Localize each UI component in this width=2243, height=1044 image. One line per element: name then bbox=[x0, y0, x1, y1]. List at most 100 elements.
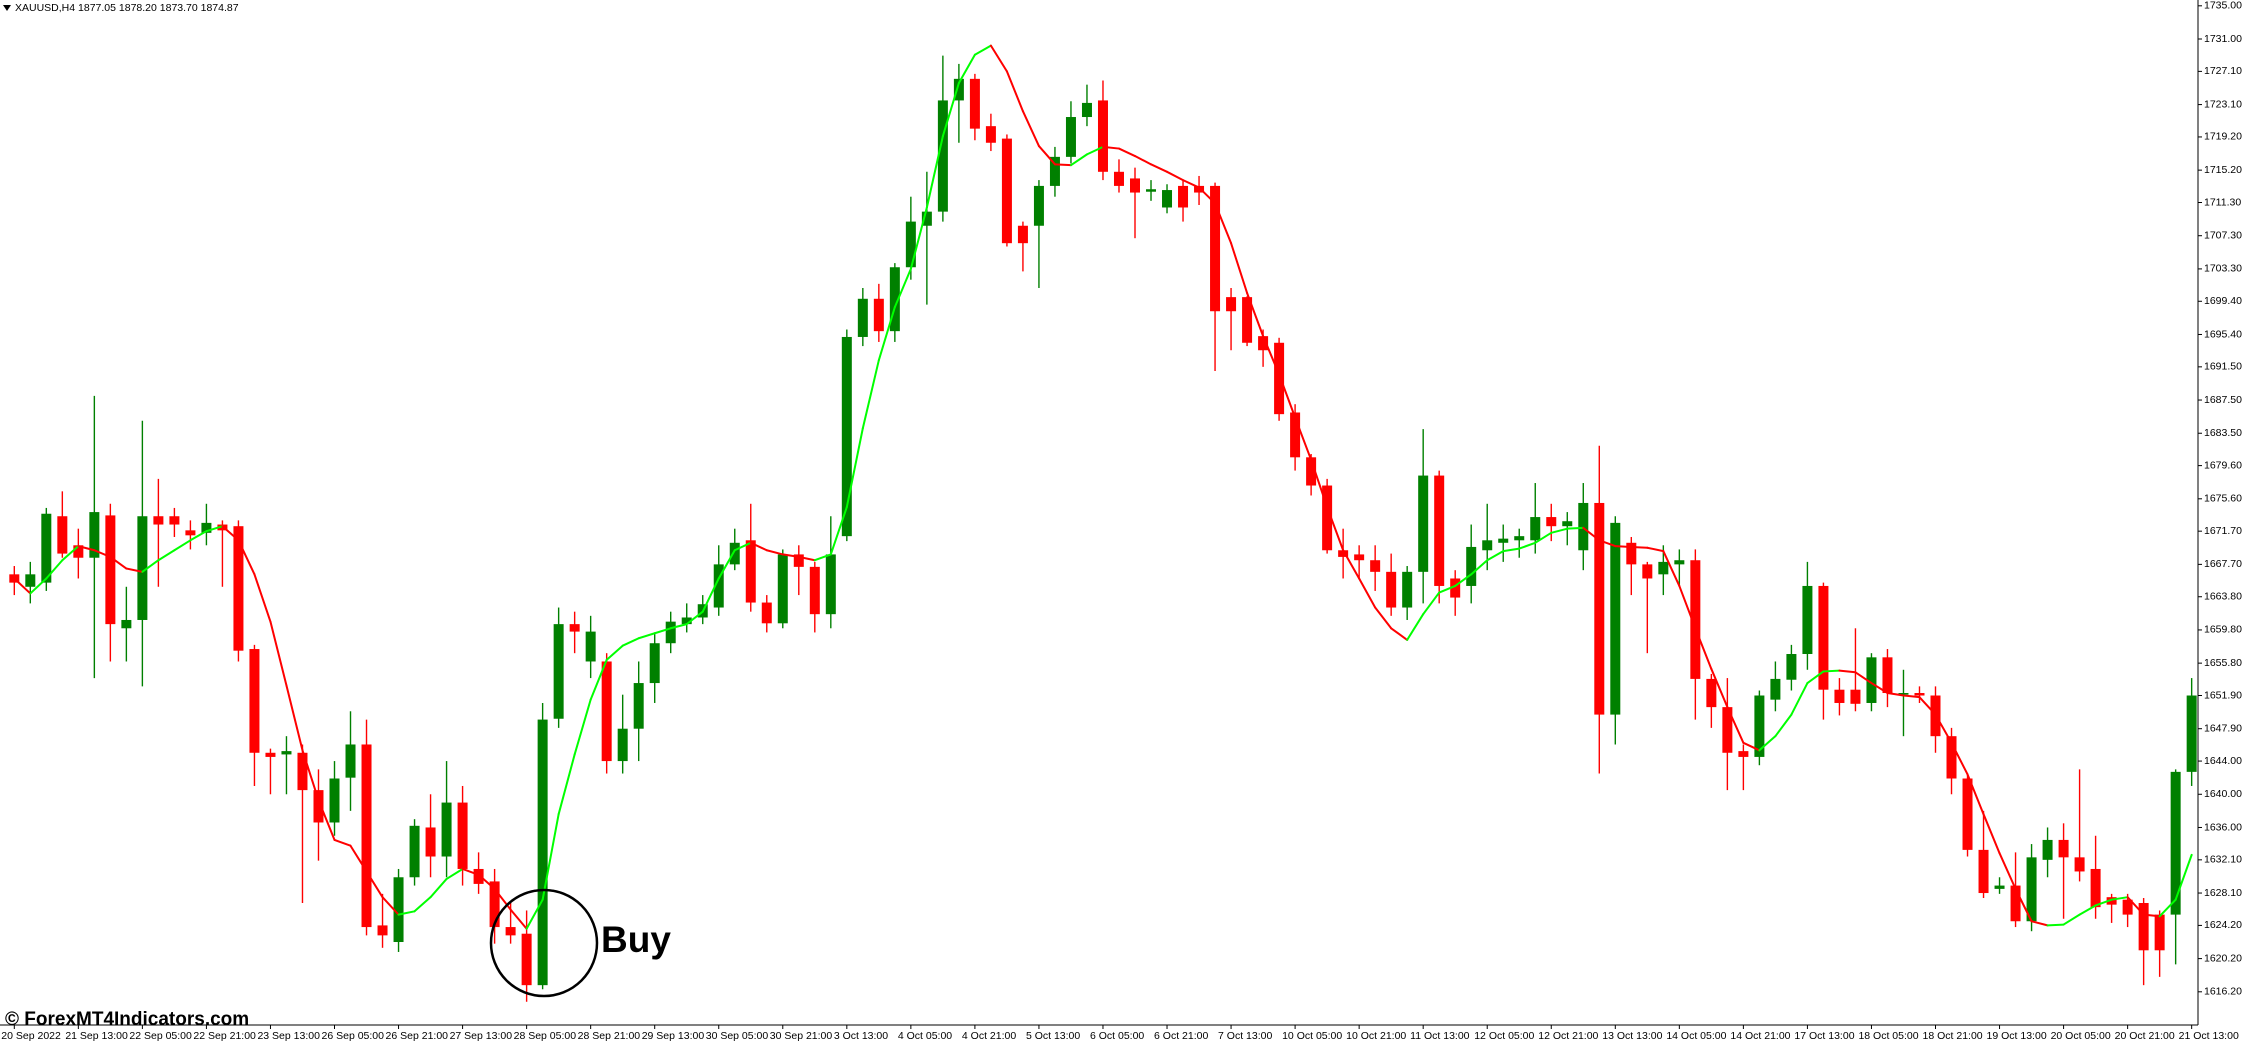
candle-body bbox=[265, 752, 276, 757]
candle-body bbox=[457, 802, 468, 869]
candle-body bbox=[649, 643, 660, 684]
moving-average-segment bbox=[157, 549, 176, 562]
x-tick-label: 12 Oct 05:00 bbox=[1474, 1030, 1534, 1042]
moving-average-segment bbox=[653, 627, 672, 635]
y-tick-label: 1715.20 bbox=[2204, 164, 2242, 176]
moving-average-segment bbox=[1069, 153, 1088, 167]
x-tick-label: 21 Oct 13:00 bbox=[2179, 1030, 2239, 1042]
x-tick-label: 7 Oct 13:00 bbox=[1218, 1030, 1272, 1042]
moving-average-segment bbox=[1438, 584, 1457, 594]
candle-body bbox=[1370, 560, 1381, 572]
signal-label: Buy bbox=[601, 919, 671, 960]
x-tick-label: 10 Oct 21:00 bbox=[1346, 1030, 1406, 1042]
moving-average-segment bbox=[381, 896, 400, 916]
candle-body bbox=[1482, 540, 1493, 551]
candle-body bbox=[937, 100, 948, 212]
moving-average-segment bbox=[1342, 549, 1361, 580]
x-tick-label: 6 Oct 05:00 bbox=[1090, 1030, 1144, 1042]
moving-average-segment bbox=[1406, 613, 1425, 641]
candle-body bbox=[905, 221, 916, 268]
candle-body bbox=[1402, 571, 1413, 608]
x-tick-label: 18 Oct 05:00 bbox=[1858, 1030, 1918, 1042]
moving-average-segment bbox=[1678, 584, 1697, 630]
candle-body bbox=[1738, 751, 1749, 757]
candle-body bbox=[1130, 178, 1140, 193]
candle-body bbox=[1498, 538, 1509, 543]
candle-body bbox=[505, 927, 516, 936]
moving-average-segment bbox=[237, 539, 256, 576]
moving-average-segment bbox=[1950, 741, 1969, 776]
moving-average-segment bbox=[2062, 913, 2081, 926]
moving-average-segment bbox=[1166, 170, 1185, 182]
candle-body bbox=[825, 554, 836, 615]
candle-body bbox=[1322, 485, 1333, 551]
symbol-menu-arrow[interactable] bbox=[3, 5, 11, 11]
candle-body bbox=[1354, 554, 1365, 561]
candle-body bbox=[425, 827, 436, 857]
moving-average-segment bbox=[1934, 713, 1953, 744]
candle-body bbox=[2106, 897, 2117, 905]
candle-body bbox=[153, 516, 164, 525]
x-tick-label: 3 Oct 13:00 bbox=[834, 1030, 888, 1042]
x-tick-label: 19 Oct 13:00 bbox=[1987, 1030, 2047, 1042]
moving-average-segment bbox=[1518, 541, 1537, 550]
candle-body bbox=[729, 542, 740, 565]
moving-average-segment bbox=[365, 870, 384, 899]
moving-average-segment bbox=[509, 908, 528, 930]
y-tick-label: 1731.00 bbox=[2204, 33, 2242, 45]
candle-body bbox=[585, 631, 596, 662]
candle-body bbox=[1802, 585, 1813, 655]
candle-body bbox=[2186, 695, 2197, 772]
candle-body bbox=[1097, 100, 1108, 172]
candle-body bbox=[313, 790, 324, 823]
candle-body bbox=[105, 515, 116, 625]
moving-average-segment bbox=[909, 206, 928, 270]
candle-body bbox=[1466, 546, 1477, 586]
moving-average-segment bbox=[589, 658, 608, 701]
candle-body bbox=[1081, 102, 1092, 118]
candle-body bbox=[409, 825, 420, 878]
moving-average-segment bbox=[1630, 545, 1649, 549]
y-tick-label: 1711.30 bbox=[2204, 196, 2241, 208]
candle-body bbox=[1290, 412, 1301, 458]
moving-average-segment bbox=[717, 549, 736, 580]
moving-average-segment bbox=[1150, 163, 1169, 173]
moving-average-segment bbox=[621, 637, 640, 647]
moving-average-segment bbox=[1358, 577, 1377, 609]
candle-body bbox=[73, 545, 84, 558]
moving-average-segment bbox=[637, 632, 656, 640]
moving-average-segment bbox=[93, 549, 112, 558]
candle-body bbox=[377, 925, 388, 936]
candle-body bbox=[2138, 902, 2149, 951]
candle-body bbox=[41, 513, 52, 583]
moving-average-segment bbox=[877, 306, 896, 362]
moving-average-segment bbox=[573, 698, 592, 756]
x-tick-label: 6 Oct 21:00 bbox=[1154, 1030, 1208, 1042]
moving-average-segment bbox=[813, 553, 832, 562]
candle-body bbox=[1914, 693, 1925, 696]
moving-average-segment bbox=[77, 545, 96, 552]
moving-average-segment bbox=[13, 577, 32, 595]
moving-average-segment bbox=[1534, 531, 1553, 544]
candle-body bbox=[2042, 839, 2053, 860]
y-tick-label: 1735.00 bbox=[2204, 0, 2242, 12]
candle-body bbox=[1017, 225, 1028, 244]
candle-body bbox=[185, 530, 196, 536]
moving-average-segment bbox=[2030, 920, 2049, 927]
moving-average-segment bbox=[1550, 527, 1569, 534]
moving-average-segment bbox=[701, 577, 720, 613]
moving-average-segment bbox=[349, 844, 368, 873]
moving-average-segment bbox=[1982, 813, 2001, 855]
x-tick-label: 30 Sep 05:00 bbox=[706, 1030, 769, 1042]
candle-body bbox=[2026, 857, 2037, 922]
candle-body bbox=[617, 728, 628, 762]
y-tick-label: 1695.40 bbox=[2204, 328, 2242, 340]
y-tick-label: 1620.20 bbox=[2204, 952, 2242, 964]
candle-body bbox=[777, 554, 788, 624]
moving-average-segment bbox=[1854, 671, 1873, 685]
moving-average-segment bbox=[1566, 526, 1585, 530]
moving-average-segment bbox=[205, 525, 224, 533]
x-tick-label: 20 Sep 2022 bbox=[1, 1030, 61, 1042]
